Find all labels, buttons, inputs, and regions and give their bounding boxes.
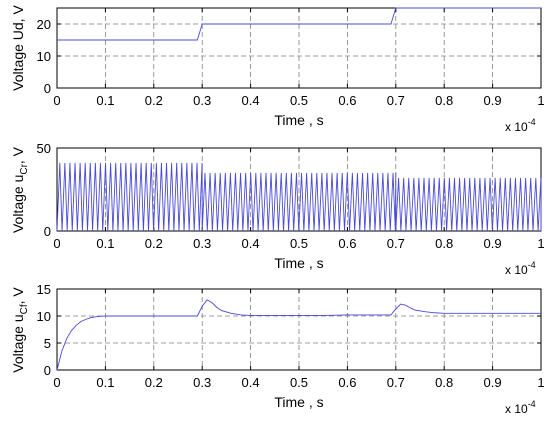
y-axis-label-ucf-sub: Cf [19, 304, 30, 314]
y-axis-label-ud: Voltage Ud, V [10, 5, 26, 91]
x-tick-label-ucr-5: 0.5 [290, 236, 308, 251]
x-exponent-power-ucr: -4 [528, 260, 536, 270]
x-tick-label-ucf-4: 0.4 [242, 375, 260, 390]
x-tick-label-ucr-0: 0 [53, 236, 60, 251]
y-tick-label-ud-1: 10 [37, 49, 51, 64]
x-exponent-base-ucr: x 10 [505, 263, 528, 277]
x-exponent-ucf: x 10-4 [505, 399, 536, 416]
x-exponent-ud: x 10-4 [505, 117, 536, 134]
x-tick-label-ucf-5: 0.5 [290, 375, 308, 390]
series-ucr [56, 162, 542, 232]
y-axis-label-ucr-main: Voltage u [10, 175, 26, 233]
x-tick-label-ud-2: 0.2 [145, 93, 163, 108]
y-axis-label-ucr-suffix: , V [10, 146, 26, 164]
x-tick-label-ud-1: 0.1 [96, 93, 114, 108]
y-axis-label-ucf: Voltage uCf, V [10, 287, 30, 373]
x-tick-label-ucf-1: 0.1 [96, 375, 114, 390]
y-tick-label-ud-2: 20 [37, 17, 51, 32]
x-axis-label-ucr: Time , s [274, 255, 323, 271]
y-axis-label-ucr-sub: Cr [19, 163, 30, 174]
x-tick-label-ucr-6: 0.6 [338, 236, 356, 251]
x-tick-label-ud-4: 0.4 [242, 93, 260, 108]
y-axis-label-ucr: Voltage uCr, V [10, 146, 30, 233]
x-tick-label-ucr-8: 0.8 [435, 236, 453, 251]
x-exponent-base-ud: x 10 [505, 120, 528, 134]
ticks-ucr: 0 0.1 0.2 0.3 0.4 0.5 0.6 0.7 0.8 0.9 1 0 50 [37, 141, 545, 251]
series-line-ud [57, 7, 541, 41]
y-tick-label-ucf-0: 0 [44, 363, 51, 378]
x-tick-label-ud-0: 0 [53, 93, 60, 108]
series-line-ucr [56, 162, 542, 232]
x-axis-label-ud: Time , s [274, 112, 323, 128]
x-tick-label-ucf-6: 0.6 [338, 375, 356, 390]
y-tick-label-ucf-2: 10 [37, 309, 51, 324]
x-exponent-base-ucf: x 10 [505, 402, 528, 416]
y-tick-label-ucr-0: 0 [44, 224, 51, 239]
x-tick-label-ucf-0: 0 [53, 375, 60, 390]
x-tick-label-ucf-8: 0.8 [435, 375, 453, 390]
x-tick-label-ud-8: 0.8 [435, 93, 453, 108]
x-tick-label-ud-3: 0.3 [193, 93, 211, 108]
x-exponent-power-ud: -4 [528, 117, 536, 127]
x-tick-label-ucr-4: 0.4 [242, 236, 260, 251]
y-axis-label-ucf-suffix: , V [10, 287, 26, 305]
x-tick-label-ud-5: 0.5 [290, 93, 308, 108]
y-axis-label-ucf-main: Voltage u [10, 314, 26, 372]
panel-ucr: 0 0.1 0.2 0.3 0.4 0.5 0.6 0.7 0.8 0.9 1 0 50 Time , … [10, 141, 545, 277]
series-line-ucf [56, 299, 541, 371]
x-tick-label-ucf-2: 0.2 [145, 375, 163, 390]
y-tick-label-ucf-1: 5 [44, 336, 51, 351]
y-tick-label-ucr-1: 50 [37, 141, 51, 156]
x-tick-label-ucf-10: 1 [537, 375, 544, 390]
series-ud [57, 7, 541, 41]
x-tick-label-ud-6: 0.6 [338, 93, 356, 108]
x-tick-label-ucf-9: 0.9 [484, 375, 502, 390]
x-axis-label-ucf: Time , s [274, 394, 323, 410]
x-tick-label-ucr-3: 0.3 [193, 236, 211, 251]
x-tick-label-ucf-3: 0.3 [193, 375, 211, 390]
x-tick-label-ucr-1: 0.1 [96, 236, 114, 251]
y-tick-label-ud-0: 0 [44, 81, 51, 96]
x-tick-label-ucr-2: 0.2 [145, 236, 163, 251]
x-tick-label-ucf-7: 0.7 [387, 375, 405, 390]
x-exponent-ucr: x 10-4 [505, 260, 536, 277]
x-tick-label-ud-9: 0.9 [484, 93, 502, 108]
x-tick-label-ud-7: 0.7 [387, 93, 405, 108]
x-exponent-power-ucf: -4 [528, 399, 536, 409]
x-tick-label-ucr-10: 1 [537, 236, 544, 251]
x-tick-label-ucr-7: 0.7 [387, 236, 405, 251]
x-tick-label-ucr-9: 0.9 [484, 236, 502, 251]
x-tick-label-ud-10: 1 [537, 93, 544, 108]
y-tick-label-ucf-3: 15 [37, 282, 51, 297]
series-ucf [56, 299, 541, 371]
